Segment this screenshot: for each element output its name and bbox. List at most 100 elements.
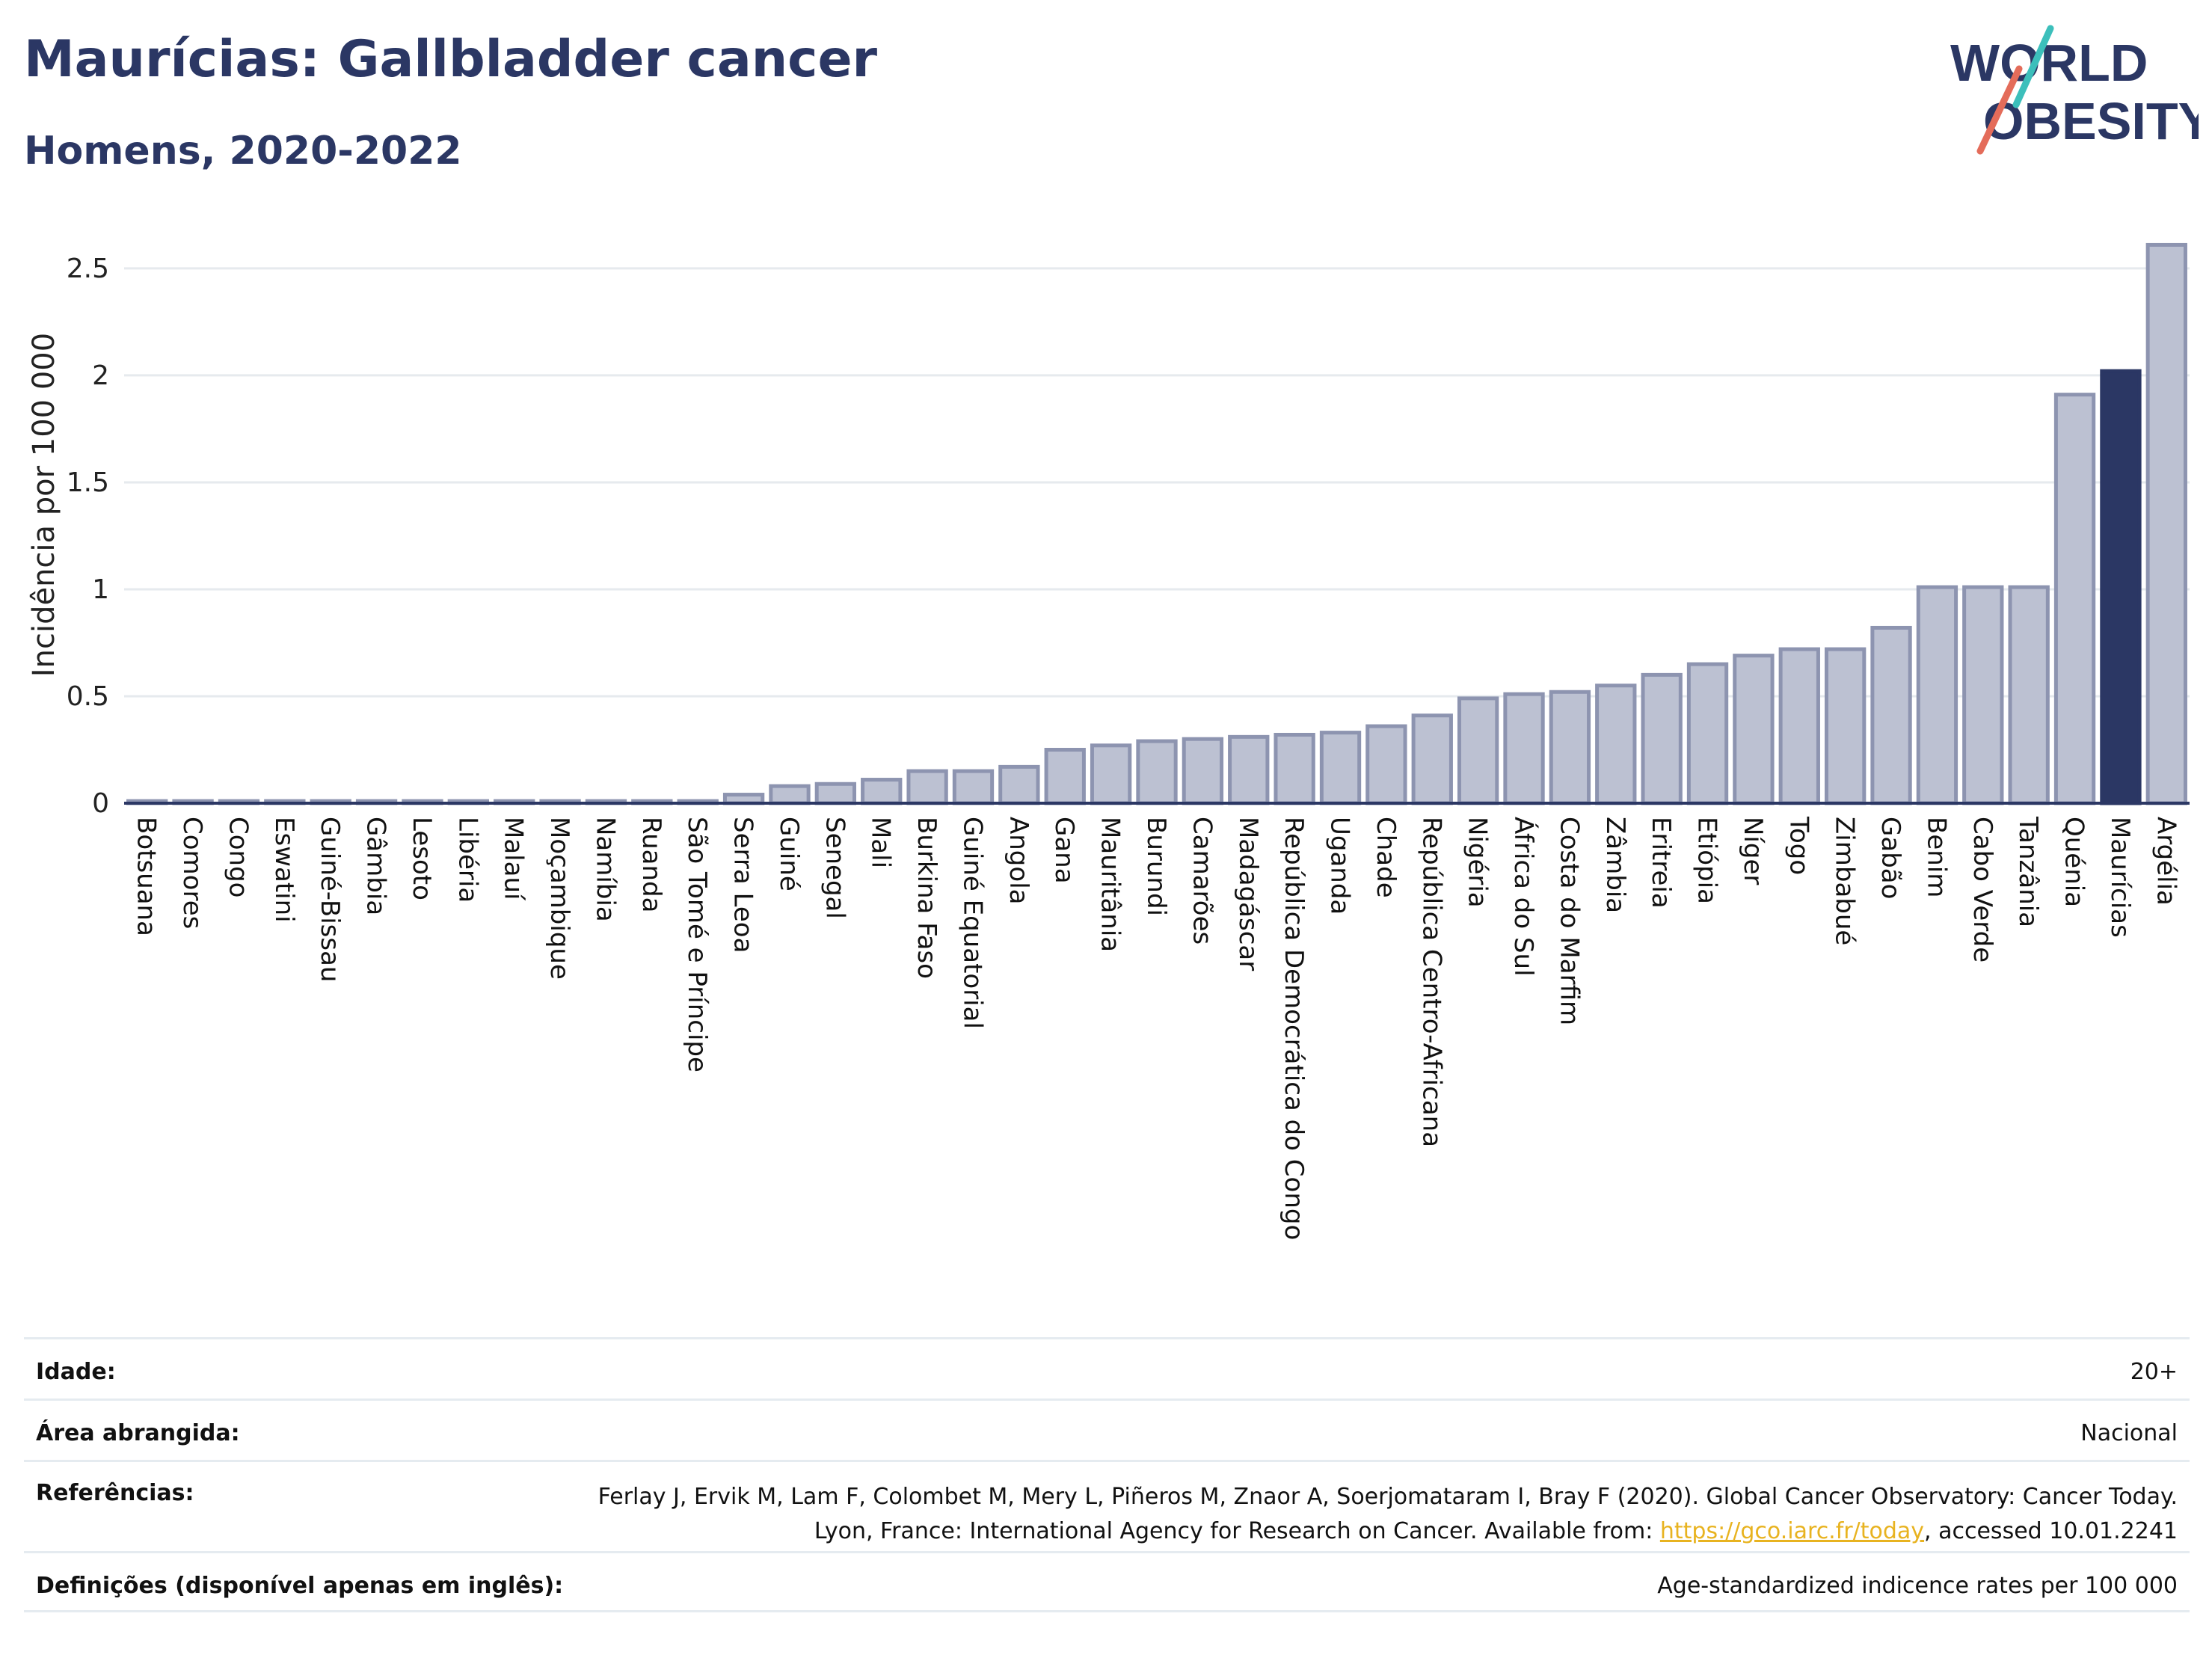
x-tick-label: Costa do Marfim <box>1554 817 1584 1025</box>
x-tick-label: Quénia <box>2059 817 2089 907</box>
bar <box>861 778 903 805</box>
bar <box>1962 585 2004 805</box>
x-tick-label: Serra Leoa <box>728 817 758 953</box>
x-tick-label: Etiópia <box>1692 817 1722 904</box>
bar <box>1228 734 1270 805</box>
world-obesity-logo: WORLD OBESITY <box>1950 25 2199 155</box>
x-tick-label: Senegal <box>820 817 850 919</box>
bar <box>2145 242 2187 805</box>
x-tick-label: Angola <box>1004 817 1033 904</box>
x-tick-label: Congo <box>223 817 253 897</box>
bar <box>998 764 1040 805</box>
x-tick-label: Guiné Equatorial <box>957 817 987 1029</box>
x-tick-label: Chade <box>1371 817 1401 898</box>
info-row-definitions: Definições (disponível apenas em inglês)… <box>24 1551 2190 1612</box>
axes: 0 0.5 1 1.5 2 2.5 Botsuana Comores Congo Eswatini… <box>67 254 2190 1240</box>
bar <box>1044 747 1086 805</box>
y-tick-label: 0 <box>92 788 109 819</box>
bar <box>1503 692 1545 805</box>
bar <box>1641 672 1683 805</box>
x-tick-label: Botsuana <box>132 817 162 936</box>
bar <box>2008 585 2050 805</box>
x-tick-label: Uganda <box>1325 817 1355 915</box>
x-tick-label: República Centro-Africana <box>1416 817 1446 1147</box>
bar <box>1870 625 1912 805</box>
x-tick-label: Burundi <box>1141 817 1171 916</box>
y-axis-title: Incidência por 100 000 <box>27 333 61 677</box>
x-tick-label: Tanzânia <box>2013 816 2043 927</box>
definitions-label: Definições (disponível apenas em inglês)… <box>36 1573 564 1599</box>
x-tick-label: Mauritânia <box>1096 817 1125 952</box>
x-tick-label: Namíbia <box>590 817 620 922</box>
bar <box>1457 696 1499 805</box>
bar <box>1916 585 1958 805</box>
x-tick-label: Comores <box>177 817 207 929</box>
x-tick-label: Togo <box>1784 816 1813 875</box>
bar <box>1733 654 1775 805</box>
x-tick-label: República Democrática do Congo <box>1279 817 1309 1240</box>
bar <box>1825 647 1867 805</box>
x-tick-label: Madagáscar <box>1233 817 1263 971</box>
references-text-end: , accessed 10.01.2241 <box>1924 1518 2178 1544</box>
y-tick-label: 1 <box>92 574 109 605</box>
page-subtitle: Homens, 2020-2022 <box>24 129 462 174</box>
y-tick-label: 2 <box>92 360 109 391</box>
page-title: Maurícias: Gallbladder cancer <box>24 30 878 89</box>
bar <box>1319 731 1362 805</box>
bar <box>1136 739 1178 805</box>
x-tick-label: Eritreia <box>1646 817 1676 909</box>
area-value: Nacional <box>2080 1420 2178 1446</box>
bars <box>126 242 2187 805</box>
x-tick-label: África do Sul <box>1508 817 1539 977</box>
info-table: Idade: 20+ Área abrangida: Nacional Refe… <box>24 1337 2190 1612</box>
logo-line1: WORLD <box>1950 34 2148 92</box>
x-tick-label: Gâmbia <box>361 817 391 915</box>
x-tick-label: Argélia <box>2151 817 2181 906</box>
bar <box>1365 724 1407 805</box>
y-tick-label: 2.5 <box>67 254 109 284</box>
info-row-age: Idade: 20+ <box>24 1337 2190 1398</box>
bar <box>906 769 948 805</box>
x-tick-label: Mali <box>866 817 896 868</box>
x-tick-label: Zimbabué <box>1830 817 1860 945</box>
x-tick-label: Moçambique <box>544 817 574 980</box>
bar <box>814 782 857 805</box>
bar <box>2053 393 2096 805</box>
bar <box>1411 713 1453 805</box>
x-tick-label: Guiné-Bissau <box>315 817 345 982</box>
x-tick-label: Eswatini <box>269 817 299 923</box>
bar <box>1778 647 1820 805</box>
bar <box>1090 743 1132 805</box>
x-tick-label: Zâmbia <box>1600 817 1630 913</box>
x-tick-label: Gana <box>1049 817 1079 884</box>
bar <box>952 769 995 805</box>
references-link[interactable]: https://gco.iarc.fr/today <box>1659 1518 1925 1544</box>
bar <box>1182 737 1224 805</box>
y-tick-label: 0.5 <box>67 681 109 712</box>
x-tick-label: Ruanda <box>636 817 666 912</box>
y-tick-label: 1.5 <box>67 467 109 498</box>
x-tick-label: Camarões <box>1187 817 1217 945</box>
info-row-references: Referências: Ferlay J, Ervik M, Lam F, C… <box>24 1460 2190 1551</box>
x-tick-label: São Tomé e Príncipe <box>682 817 712 1072</box>
bar <box>769 784 811 805</box>
definitions-value: Age-standardized indicence rates per 100… <box>1657 1573 2178 1599</box>
bar <box>1549 690 1591 805</box>
x-tick-label: Gabão <box>1875 817 1905 899</box>
bar <box>2100 369 2142 805</box>
x-tick-label: Maurícias <box>2105 817 2135 938</box>
age-label: Idade: <box>36 1359 116 1385</box>
x-tick-label: Nigéria <box>1463 817 1493 908</box>
info-row-area: Área abrangida: Nacional <box>24 1398 2190 1460</box>
age-value: 20+ <box>2130 1359 2178 1385</box>
bar <box>1274 732 1315 805</box>
bar-chart: 0 0.5 1 1.5 2 2.5 Botsuana Comores Congo Eswatini… <box>27 242 2190 1240</box>
x-tick-label: Malauí <box>499 817 529 901</box>
bar <box>1686 662 1729 805</box>
x-tick-label: Cabo Verde <box>1967 817 1997 962</box>
area-label: Área abrangida: <box>36 1420 240 1446</box>
x-tick-label: Guiné <box>774 817 804 891</box>
logo-slash-coral <box>1976 65 2023 155</box>
x-tick-label: Burkina Faso <box>912 817 941 979</box>
references-value: Ferlay J, Ervik M, Lam F, Colombet M, Me… <box>532 1480 2178 1549</box>
